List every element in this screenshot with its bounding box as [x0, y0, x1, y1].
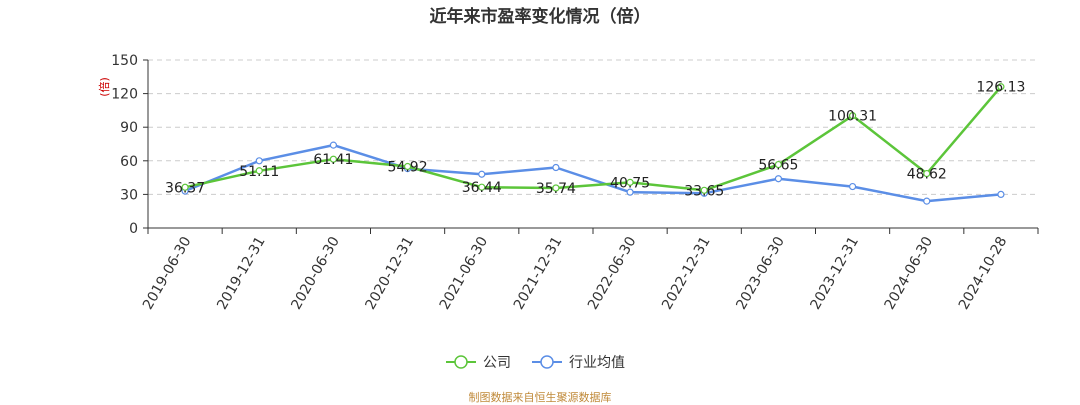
data-label: 33.65 — [684, 183, 724, 199]
data-label: 36.44 — [462, 180, 502, 196]
x-tick-label: 2022-06-30 — [585, 234, 640, 312]
data-label: 54.92 — [388, 159, 428, 175]
data-point — [478, 183, 486, 191]
chart-title: 近年来市盈率变化情况（倍） — [430, 6, 651, 27]
data-point — [923, 197, 931, 205]
data-point — [478, 170, 486, 178]
x-tick-label: 2021-12-31 — [511, 234, 566, 312]
y-tick-label: 120 — [111, 87, 138, 103]
data-label: 48.62 — [907, 167, 947, 183]
legend-marker — [540, 355, 554, 369]
data-point — [774, 160, 783, 169]
x-tick-label: 2022-12-31 — [659, 234, 714, 312]
data-point — [552, 184, 560, 192]
legend-marker — [454, 355, 468, 369]
y-axis-ticks: 0 30 60 90 120 150 — [111, 53, 148, 237]
x-tick-label: 2020-12-31 — [363, 234, 418, 312]
series-line-行业均值 — [184, 143, 1002, 203]
x-tick-label: 2024-06-30 — [882, 234, 937, 312]
legend-item-公司[interactable]: 公司 — [446, 355, 511, 371]
legend-label: 行业均值 — [569, 355, 625, 371]
data-point — [255, 167, 263, 175]
x-tick-label: 2020-06-30 — [288, 234, 343, 312]
data-point — [255, 157, 263, 165]
x-tick-label: 2023-06-30 — [733, 234, 788, 312]
x-tick-label: 2021-06-30 — [437, 234, 492, 312]
data-label: 100.31 — [828, 109, 877, 125]
series-lines — [181, 83, 1005, 205]
data-point — [700, 186, 708, 194]
data-label: 40.75 — [610, 175, 650, 191]
data-point — [923, 169, 931, 178]
y-tick-label: 0 — [129, 221, 138, 237]
axes — [147, 60, 1038, 229]
data-label: 51.11 — [239, 164, 279, 180]
data-label: 61.41 — [313, 152, 353, 168]
data-label: 35.74 — [536, 181, 576, 197]
data-point — [626, 188, 634, 196]
data-label: 36.37 — [165, 180, 205, 196]
data-point — [774, 175, 783, 183]
data-point — [848, 182, 857, 191]
data-label: 56.65 — [758, 158, 798, 174]
data-labels: 36.37 51.11 61.41 54.92 36.44 35.74 40.75 33.65… — [165, 80, 1025, 200]
source-note: 制图数据来自恒生聚源数据库 — [469, 390, 612, 404]
x-axis-ticks: 2019-06-30 2019-12-31 2020-06-30 2020-12-31… — [140, 228, 1039, 312]
x-tick-label: 2019-12-31 — [214, 234, 269, 312]
legend[interactable]: 公司 行业均值 — [446, 355, 625, 371]
series-line-公司 — [184, 85, 1002, 192]
x-tick-label: 2019-06-30 — [140, 234, 195, 312]
data-point — [329, 155, 338, 163]
grid-lines — [148, 59, 1038, 195]
data-point — [997, 83, 1005, 91]
legend-label: 公司 — [483, 355, 511, 371]
data-point — [181, 183, 189, 191]
y-axis-unit: (倍) — [97, 77, 111, 97]
x-tick-label: 2023-12-31 — [808, 234, 863, 312]
data-label: 126.13 — [976, 80, 1025, 96]
x-tick-label: 2024-10-28 — [956, 234, 1011, 312]
y-tick-label: 60 — [120, 154, 138, 170]
data-point — [403, 162, 412, 171]
y-tick-label: 150 — [111, 53, 138, 69]
data-point — [626, 178, 634, 186]
data-point — [329, 141, 338, 149]
y-tick-label: 30 — [120, 187, 138, 203]
data-point — [848, 112, 857, 120]
y-tick-label: 90 — [120, 120, 138, 136]
data-point — [552, 163, 560, 172]
legend-item-行业均值[interactable]: 行业均值 — [532, 355, 625, 371]
data-point — [997, 190, 1005, 198]
